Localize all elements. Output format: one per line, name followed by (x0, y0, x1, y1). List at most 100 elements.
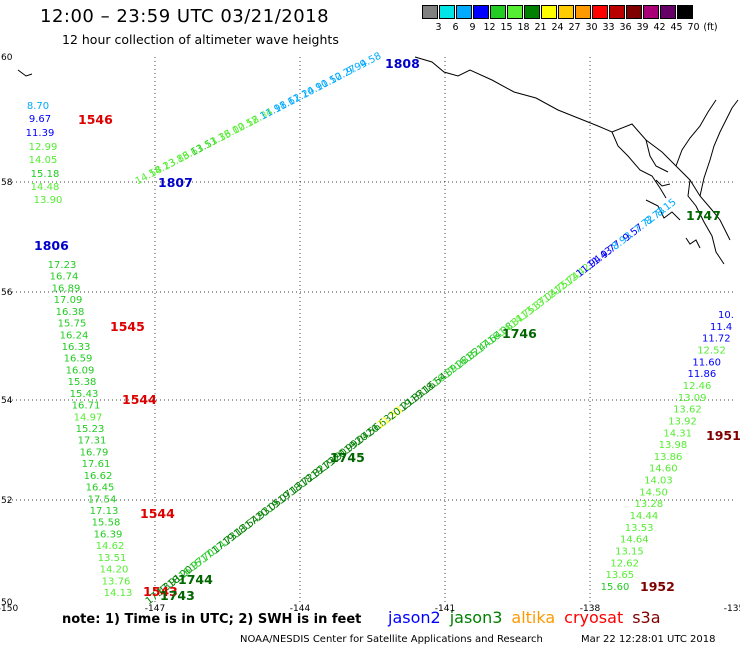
pass-time-label: 1951 (706, 428, 740, 443)
wave-height-label: 16.59 (64, 354, 93, 365)
legend-jason2: jason2 (388, 608, 441, 627)
legend-jason3: jason3 (449, 608, 503, 627)
track-b: 8.70 9.67 11.39 12.99 14.05 15.18 14.48 13.90 (26, 101, 63, 206)
color-swatch (558, 5, 574, 19)
wave-height-label: 15.58 (92, 518, 121, 529)
color-swatch (439, 5, 455, 19)
wave-height-label: 12.52 (697, 345, 726, 356)
wave-height-label: 14.50 (639, 487, 668, 498)
generated-timestamp: Mar 22 12:28:01 UTC 2018 (581, 634, 716, 645)
lat-lon-grid (8, 57, 734, 602)
latitude-label: 52 (1, 496, 12, 506)
longitude-label: -141 (435, 604, 455, 614)
wave-height-label: 13.92 (668, 416, 697, 427)
latitude-label: 60 (1, 53, 13, 63)
wave-height-label: 16.62 (84, 471, 113, 482)
wave-height-label: 13.76 (102, 576, 131, 587)
wave-height-label: 9.67 (29, 114, 51, 125)
color-swatch (609, 5, 625, 19)
pass-time-label: 1952 (640, 579, 675, 594)
pass-time-label: 1746 (502, 326, 537, 341)
legend-altika: altika (511, 608, 556, 627)
wave-height-label: 14.05 (29, 155, 58, 166)
latitude-label: 58 (1, 178, 13, 188)
wave-height-label: 16.38 (56, 307, 85, 318)
color-scale-label: 9 (469, 22, 476, 33)
wave-height-label: 13.86 (654, 452, 683, 463)
wave-height-label: 13.98 (659, 440, 688, 451)
wave-height-label: 13.90 (34, 195, 63, 206)
pass-time-label: 1808 (385, 56, 420, 71)
longitude-label: -144 (290, 604, 311, 614)
color-scale-label: 39 (636, 22, 649, 33)
wave-height-label: 14.03 (644, 476, 673, 487)
wave-height-label: 14.64 (620, 535, 649, 546)
wave-height-label: 17.13 (90, 506, 119, 517)
swh-color-scale-labels: 3 6 9 12 15 18 21 24 27 30 33 36 39 42 45 70 (ft) (422, 22, 740, 36)
pass-time-label: 1546 (78, 112, 113, 127)
wave-height-label: 16.71 (72, 401, 101, 412)
wave-height-label: 16.39 (94, 529, 123, 540)
wave-height-label: 13.62 (673, 405, 702, 416)
wave-height-label: 8.70 (27, 101, 49, 112)
longitude-label: -150 (0, 604, 18, 614)
credit-line: NOAA/NESDIS Center for Satellite Applica… (240, 634, 543, 645)
wave-height-label: 14.31 (663, 428, 692, 439)
color-swatch (490, 5, 506, 19)
color-scale-label: 12 (483, 22, 496, 33)
wave-height-label: 12.99 (29, 142, 58, 153)
latitude-label: 50 (1, 598, 13, 608)
wave-height-label: 13.09 (678, 393, 707, 404)
pass-time-label: 1806 (34, 238, 69, 253)
swh-color-scale (422, 5, 694, 19)
wave-height-label: 14.13 (104, 588, 133, 599)
color-swatch (575, 5, 591, 19)
wave-height-label: 16.33 (62, 342, 91, 353)
color-scale-label: 33 (602, 22, 615, 33)
longitude-label: -135 (724, 604, 740, 614)
color-swatch (456, 5, 472, 19)
wave-height-label: 10. (718, 310, 734, 321)
wave-height-label: 17.31 (78, 436, 107, 447)
color-swatch (643, 5, 659, 19)
wave-height-label: 13.53 (625, 523, 654, 534)
color-scale-label: 36 (619, 22, 632, 33)
color-swatch (592, 5, 608, 19)
wave-height-label: 17.09 (54, 295, 83, 306)
pass-time-label: 1544 (122, 392, 157, 407)
longitude-label: -147 (145, 604, 165, 614)
pass-time-label: 1744 (178, 572, 213, 587)
wave-height-label: 14.97 (74, 412, 103, 423)
color-swatch (473, 5, 489, 19)
wave-height-label: 13.65 (606, 570, 635, 581)
color-scale-label: (ft) (703, 22, 718, 33)
wave-height-label: 13.51 (98, 553, 127, 564)
wave-height-label: 16.89 (52, 283, 81, 294)
wave-height-label: 13.28 (634, 499, 663, 510)
map-subtitle: 12 hour collection of altimeter wave hei… (62, 32, 339, 47)
color-scale-label: 6 (452, 22, 459, 33)
color-scale-label: 70 (687, 22, 700, 33)
color-swatch (677, 5, 693, 19)
color-scale-label: 3 (435, 22, 442, 33)
wave-height-label: 11.4 (710, 322, 732, 333)
track-a: 14.5814.2313.8613.6113.5113.3613.0012.58… (134, 51, 384, 188)
wave-height-label: 14.48 (31, 182, 60, 193)
pass-time-label: 1807 (158, 175, 193, 190)
wave-height-label: 16.74 (50, 272, 79, 283)
wave-height-label: 15.38 (68, 377, 97, 388)
wave-height-label: 9.58 (358, 51, 383, 71)
wave-height-label: 15.18 (31, 169, 60, 180)
wave-height-label: 15.75 (58, 319, 87, 330)
color-swatch (541, 5, 557, 19)
wave-height-label: 17.54 (88, 494, 117, 505)
alaska-coastline (17, 56, 739, 265)
wave-height-label: 16.79 (80, 447, 109, 458)
wave-height-label: 15.43 (70, 389, 99, 400)
wave-height-label: 17.61 (82, 459, 111, 470)
color-scale-label: 18 (517, 22, 530, 33)
color-swatch (422, 5, 438, 19)
latitude-label: 54 (1, 396, 13, 406)
wave-height-label: 12.62 (610, 558, 639, 569)
